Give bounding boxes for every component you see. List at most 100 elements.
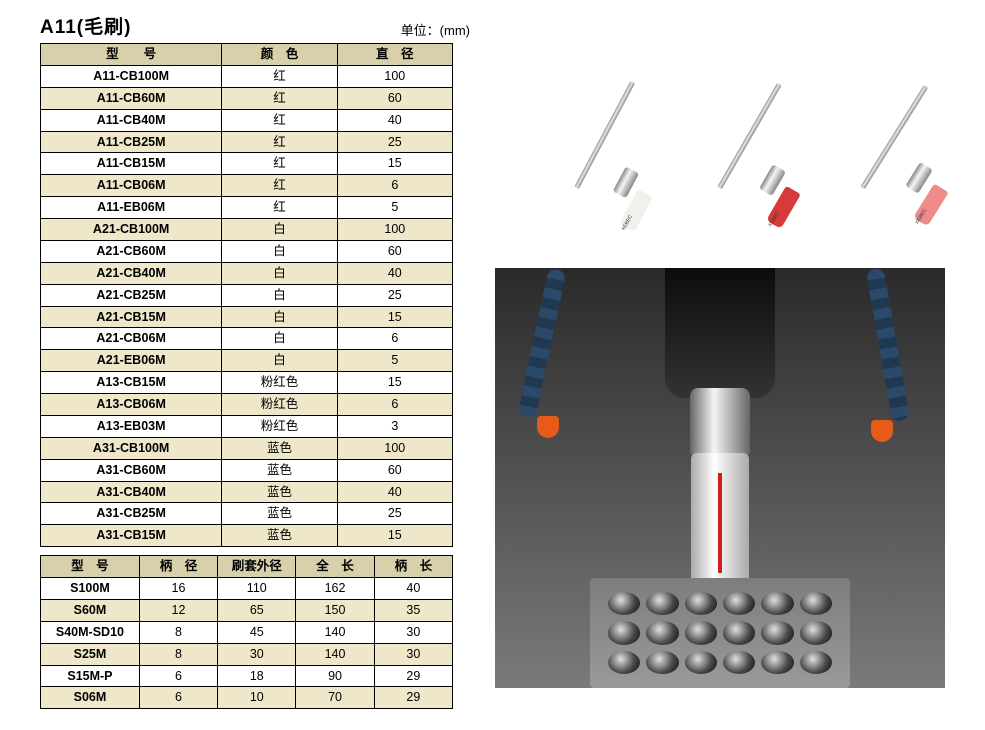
brush-tool: XEBEC [665, 68, 775, 258]
value-cell: 红 [222, 197, 337, 219]
value-cell: 10 [218, 687, 296, 709]
table-row: A21-CB25M白25 [41, 284, 453, 306]
table-row: A13-CB15M粉红色15 [41, 372, 453, 394]
fixture-hole [761, 651, 793, 674]
table-header: 直 径 [337, 44, 452, 66]
value-cell: 30 [374, 643, 452, 665]
value-cell: 162 [296, 578, 374, 600]
value-cell: 25 [337, 503, 452, 525]
model-cell: A13-CB15M [41, 372, 222, 394]
model-cell: A13-CB06M [41, 394, 222, 416]
value-cell: 白 [222, 240, 337, 262]
table-row: A11-EB06M红5 [41, 197, 453, 219]
table-header: 全 长 [296, 556, 374, 578]
model-cell: A11-CB06M [41, 175, 222, 197]
spec-table-shanks: 型 号柄 径刷套外径全 长柄 长S100M1611016240S60M12651… [40, 555, 453, 709]
table-row: S60M126515035 [41, 599, 453, 621]
model-cell: S40M-SD10 [41, 621, 140, 643]
model-cell: S100M [41, 578, 140, 600]
value-cell: 红 [222, 87, 337, 109]
value-cell: 6 [337, 328, 452, 350]
model-cell: A21-CB100M [41, 219, 222, 241]
coolant-hose-left [518, 268, 567, 418]
model-cell: A21-EB06M [41, 350, 222, 372]
fixture-hole [761, 592, 793, 615]
value-cell: 25 [337, 284, 452, 306]
value-cell: 5 [337, 350, 452, 372]
brand-label: XEBEC [621, 214, 634, 232]
model-cell: A21-CB40M [41, 262, 222, 284]
value-cell: 18 [218, 665, 296, 687]
model-cell: A21-CB25M [41, 284, 222, 306]
table-row: A11-CB100M红100 [41, 65, 453, 87]
page-title: A11(毛刷) [40, 12, 131, 39]
value-cell: 40 [374, 578, 452, 600]
model-cell: S60M [41, 599, 140, 621]
spec-table-brushes: 型 号颜 色直 径A11-CB100M红100A11-CB60M红60A11-C… [40, 43, 453, 547]
value-cell: 40 [337, 262, 452, 284]
value-cell: 25 [337, 131, 452, 153]
value-cell: 150 [296, 599, 374, 621]
brand-label: XEBEC [767, 211, 781, 229]
value-cell: 110 [218, 578, 296, 600]
value-cell: 40 [337, 109, 452, 131]
model-cell: A31-CB60M [41, 459, 222, 481]
value-cell: 40 [337, 481, 452, 503]
table-header: 型 号 [41, 556, 140, 578]
value-cell: 45 [218, 621, 296, 643]
value-cell: 红 [222, 175, 337, 197]
value-cell: 15 [337, 525, 452, 547]
model-cell: A31-CB40M [41, 481, 222, 503]
coolant-hose-right [866, 268, 910, 422]
value-cell: 红 [222, 65, 337, 87]
value-cell: 90 [296, 665, 374, 687]
model-cell: A11-CB40M [41, 109, 222, 131]
model-cell: A11-CB25M [41, 131, 222, 153]
model-cell: A21-CB15M [41, 306, 222, 328]
fixture-hole [646, 621, 678, 644]
value-cell: 粉红色 [222, 415, 337, 437]
table-row: A21-CB100M白100 [41, 219, 453, 241]
table-row: A13-EB03M粉红色3 [41, 415, 453, 437]
table-row: S06M6107029 [41, 687, 453, 709]
table-row: A13-CB06M粉红色6 [41, 394, 453, 416]
value-cell: 6 [337, 394, 452, 416]
fixture-hole [608, 621, 640, 644]
value-cell: 70 [296, 687, 374, 709]
value-cell: 15 [337, 372, 452, 394]
value-cell: 29 [374, 665, 452, 687]
images-column: XEBECXEBECXEBEC [495, 43, 945, 688]
tool-body [691, 453, 749, 593]
model-cell: S25M [41, 643, 140, 665]
fixture-hole [608, 592, 640, 615]
value-cell: 60 [337, 240, 452, 262]
value-cell: 100 [337, 437, 452, 459]
model-cell: S06M [41, 687, 140, 709]
fixture-hole [723, 651, 755, 674]
value-cell: 粉红色 [222, 372, 337, 394]
value-cell: 100 [337, 65, 452, 87]
brand-label: XEBEC [914, 207, 928, 225]
model-cell: A31-CB100M [41, 437, 222, 459]
fixture-hole [723, 592, 755, 615]
table-row: A21-CB60M白60 [41, 240, 453, 262]
table-row: S40M-SD1084514030 [41, 621, 453, 643]
value-cell: 白 [222, 328, 337, 350]
value-cell: 白 [222, 219, 337, 241]
value-cell: 35 [374, 599, 452, 621]
value-cell: 15 [337, 153, 452, 175]
table-row: A11-CB15M红15 [41, 153, 453, 175]
fixture-hole [723, 621, 755, 644]
value-cell: 红 [222, 109, 337, 131]
fixture-hole [608, 651, 640, 674]
value-cell: 白 [222, 284, 337, 306]
table-row: A11-CB25M红25 [41, 131, 453, 153]
value-cell: 蓝色 [222, 503, 337, 525]
value-cell: 5 [337, 197, 452, 219]
value-cell: 红 [222, 153, 337, 175]
coolant-nozzle-left [537, 416, 559, 438]
table-row: A21-CB40M白40 [41, 262, 453, 284]
fixture-hole [800, 592, 832, 615]
value-cell: 蓝色 [222, 525, 337, 547]
fixture-hole [646, 651, 678, 674]
